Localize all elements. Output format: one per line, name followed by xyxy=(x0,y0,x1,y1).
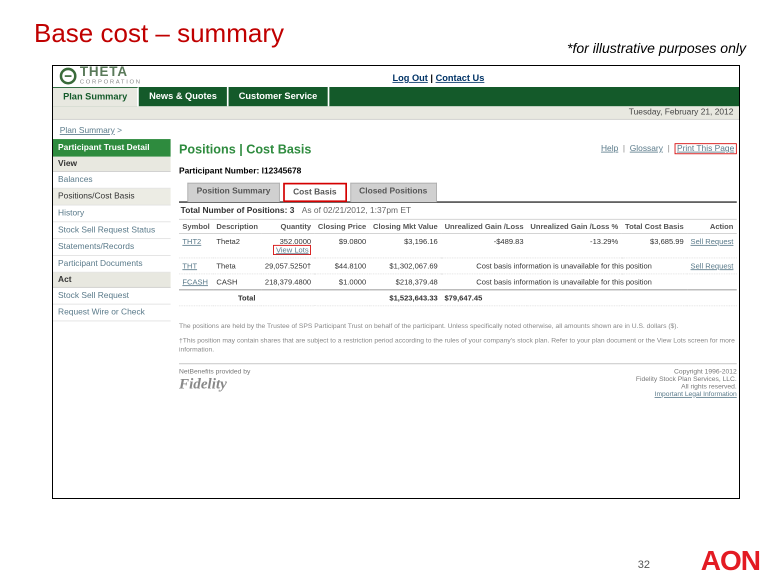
logout-link[interactable]: Log Out xyxy=(392,74,427,84)
participant-number: Participant Number: I12345678 xyxy=(179,167,737,176)
cell-price: $9.0800 xyxy=(314,234,369,258)
cell-ugl: -$489.83 xyxy=(441,234,527,258)
contact-link[interactable]: Contact Us xyxy=(436,74,485,84)
symbol-link[interactable]: THT2 xyxy=(182,237,201,245)
total-ugl: $79,647.45 xyxy=(441,290,527,306)
cell-unavail: Cost basis information is unavailable fo… xyxy=(441,274,687,290)
print-link[interactable]: Print This Page xyxy=(674,143,736,154)
total-label: Total xyxy=(179,290,314,306)
sell-request-link[interactable]: Sell Request xyxy=(691,237,734,245)
total-mkt: $1,523,643.33 xyxy=(370,290,442,306)
navbar: Plan Summary News & Quotes Customer Serv… xyxy=(53,87,740,106)
logo-text: THETA xyxy=(80,66,142,79)
sidebar-item-positions[interactable]: Positions/Cost Basis xyxy=(53,189,171,206)
sidebar-item-sell-status[interactable]: Stock Sell Request Status xyxy=(53,222,171,239)
positions-count-row: Total Number of Positions: 3 As of 02/21… xyxy=(179,203,737,220)
page-number: 32 xyxy=(638,559,650,571)
symbol-link[interactable]: FCASH xyxy=(182,278,208,286)
cell-desc: Theta2 xyxy=(213,234,261,258)
nav-news-quotes[interactable]: News & Quotes xyxy=(139,87,229,106)
cell-mkt: $218,379.48 xyxy=(370,274,442,290)
cell-price: $44.8100 xyxy=(314,258,369,274)
logo-subtext: CORPORATION xyxy=(80,79,142,85)
col-tcb: Total Cost Basis xyxy=(622,220,687,234)
sidebar-item-statements[interactable]: Statements/Records xyxy=(53,239,171,256)
aon-logo: AON xyxy=(701,545,760,577)
fidelity-logo: Fidelity xyxy=(179,375,250,393)
nav-customer-service[interactable]: Customer Service xyxy=(229,87,329,106)
tab-cost-basis[interactable]: Cost Basis xyxy=(283,183,347,202)
sidebar-item-sell-request[interactable]: Stock Sell Request xyxy=(53,288,171,305)
table-row: THT2 Theta2 352.0000 View Lots $9.0800 $… xyxy=(179,234,737,258)
col-symbol: Symbol xyxy=(179,220,213,234)
positions-table: Symbol Description Quantity Closing Pric… xyxy=(179,220,737,307)
col-mkt: Closing Mkt Value xyxy=(370,220,442,234)
tab-closed-positions[interactable]: Closed Positions xyxy=(350,183,437,202)
col-uglp: Unrealized Gain /Loss % xyxy=(527,220,622,234)
copyright: Copyright 1996-2012 Fidelity Stock Plan … xyxy=(636,367,737,397)
provided-label: NetBenefits provided by xyxy=(179,367,250,375)
glossary-link[interactable]: Glossary xyxy=(630,144,663,153)
col-price: Closing Price xyxy=(314,220,369,234)
col-quantity: Quantity xyxy=(261,220,314,234)
positions-panel: Total Number of Positions: 3 As of 02/21… xyxy=(179,201,737,306)
table-row: FCASH CASH 218,379.4800 $1.0000 $218,379… xyxy=(179,274,737,290)
cell-tcb: $3,685.99 xyxy=(622,234,687,258)
sidebar-group-act: Act xyxy=(53,273,171,288)
provided-by: NetBenefits provided by Fidelity Copyrig… xyxy=(179,363,737,397)
date-bar: Tuesday, February 21, 2012 xyxy=(53,106,740,119)
footnotes: The positions are held by the Trustee of… xyxy=(179,321,737,354)
breadcrumb: Plan Summary > xyxy=(53,120,740,139)
table-row: THT Theta 29,057.5250† $44.8100 $1,302,0… xyxy=(179,258,737,274)
cell-uglp: -13.29% xyxy=(527,234,622,258)
total-row: Total $1,523,643.33 $79,647.45 xyxy=(179,290,737,306)
cell-price: $1.0000 xyxy=(314,274,369,290)
top-links: Log Out | Contact Us xyxy=(142,70,735,85)
nav-plan-summary[interactable]: Plan Summary xyxy=(53,87,139,106)
symbol-link[interactable]: THT xyxy=(182,262,197,270)
tab-position-summary[interactable]: Position Summary xyxy=(187,183,279,202)
theta-logo: THETA CORPORATION xyxy=(60,66,142,85)
sidebar-item-wire-check[interactable]: Request Wire or Check xyxy=(53,305,171,322)
sidebar-heading: Participant Trust Detail xyxy=(53,139,171,157)
sidebar-item-history[interactable]: History xyxy=(53,205,171,222)
sidebar-group-view: View xyxy=(53,157,171,172)
footnote-1: The positions are held by the Trustee of… xyxy=(179,321,737,330)
sidebar: Participant Trust Detail View Balances P… xyxy=(53,139,171,321)
help-link[interactable]: Help xyxy=(601,144,618,153)
tabs: Position Summary Cost Basis Closed Posit… xyxy=(187,183,736,202)
cell-desc: Theta xyxy=(213,258,261,274)
legal-link[interactable]: Important Legal Information xyxy=(655,390,737,398)
col-description: Description xyxy=(213,220,261,234)
col-ugl: Unrealized Gain /Loss xyxy=(441,220,527,234)
col-action: Action xyxy=(687,220,737,234)
cell-mkt: $3,196.16 xyxy=(370,234,442,258)
main-content: Help | Glossary | Print This Page Positi… xyxy=(171,139,740,397)
breadcrumb-link[interactable]: Plan Summary xyxy=(60,126,115,135)
screenshot-frame: THETA CORPORATION Log Out | Contact Us P… xyxy=(52,65,740,499)
cell-unavail: Cost basis information is unavailable fo… xyxy=(441,258,687,274)
cell-qty: 218,379.4800 xyxy=(261,274,314,290)
cell-desc: CASH xyxy=(213,274,261,290)
sidebar-item-balances[interactable]: Balances xyxy=(53,172,171,189)
cell-qty: 352.0000 View Lots xyxy=(261,234,314,258)
slide-disclaimer: *for illustrative purposes only xyxy=(567,40,746,56)
sell-request-link[interactable]: Sell Request xyxy=(691,262,734,270)
footnote-2: †This position may contain shares that a… xyxy=(179,336,737,355)
sidebar-item-documents[interactable]: Participant Documents xyxy=(53,256,171,273)
view-lots-link[interactable]: View Lots xyxy=(276,246,309,254)
cell-mkt: $1,302,067.69 xyxy=(370,258,442,274)
theta-icon xyxy=(60,67,77,84)
help-links: Help | Glossary | Print This Page xyxy=(601,144,737,153)
cell-qty: 29,057.5250† xyxy=(261,258,314,274)
